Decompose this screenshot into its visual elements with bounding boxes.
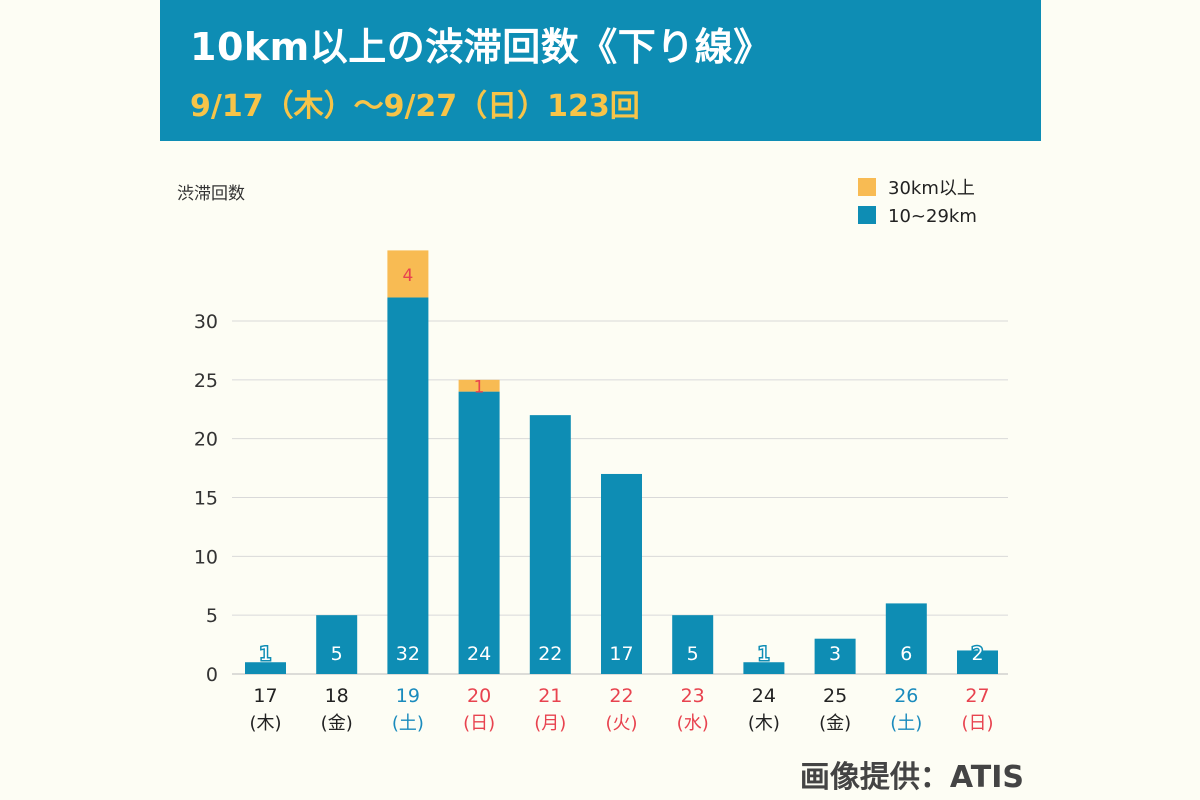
x-tick-label-day: 23 <box>681 685 705 707</box>
bar-value-label-30km-plus: 1 <box>474 378 485 398</box>
bar-value-label: 5 <box>331 643 343 665</box>
bar-10-29km <box>458 391 500 674</box>
x-tick-label-day: 18 <box>325 685 349 707</box>
y-tick-label: 5 <box>206 605 218 627</box>
bar-10-29km <box>885 603 927 674</box>
bar-value-label: 6 <box>900 643 912 665</box>
bar-10-29km <box>529 415 571 674</box>
bar-30km-plus <box>458 379 500 392</box>
x-tick-label-weekday: (金) <box>819 713 851 734</box>
y-tick-label: 25 <box>194 370 218 392</box>
chart-subtitle: 9/17（木）～9/27（日）123回 <box>190 89 640 124</box>
bar-10-29km <box>601 473 642 674</box>
bar-10-29km <box>387 297 429 674</box>
y-tick-label: 15 <box>194 488 218 510</box>
bar-10-29km <box>957 650 998 674</box>
chart-header: 10km以上の渋滞回数《下り線》 9/17（木）～9/27（日）123回 <box>160 0 1041 141</box>
bar-value-label: 17 <box>609 643 633 665</box>
y-axis-label: 渋滞回数 <box>177 184 245 204</box>
x-tick-label-weekday: (日) <box>961 713 993 734</box>
bar-10-29km <box>245 662 286 674</box>
chart-title: 10km以上の渋滞回数《下り線》 <box>190 25 772 69</box>
x-tick-label-day: 27 <box>965 685 989 707</box>
x-tick-label-day: 24 <box>752 685 776 707</box>
y-tick-label: 0 <box>206 664 218 686</box>
x-tick-label-day: 26 <box>894 685 918 707</box>
bar-30km-plus <box>387 250 429 298</box>
image-credit: 画像提供：ATIS <box>799 760 1024 795</box>
bar-10-29km <box>743 662 785 674</box>
legend-swatch <box>858 206 876 224</box>
bar-value-label: 24 <box>467 643 491 665</box>
bar-value-label: 5 <box>687 643 699 665</box>
x-tick-label-weekday: (月) <box>534 713 566 734</box>
x-tick-label-day: 17 <box>253 685 277 707</box>
legend-label: 10~29km <box>888 206 977 227</box>
y-tick-label: 10 <box>194 546 218 568</box>
x-tick-label-weekday: (金) <box>321 713 353 734</box>
y-tick-label: 30 <box>194 311 218 333</box>
bar-10-29km <box>672 615 714 674</box>
bar-value-label: 1 <box>758 643 770 665</box>
x-tick-label-weekday: (火) <box>605 713 637 734</box>
bar-value-label-30km-plus: 4 <box>402 266 413 286</box>
x-tick-label-day: 22 <box>609 685 633 707</box>
bar-value-label: 32 <box>396 643 420 665</box>
bar-10-29km <box>316 615 358 674</box>
bar-value-label: 1 <box>259 643 271 665</box>
x-tick-label-weekday: (日) <box>463 713 495 734</box>
legend-label: 30km以上 <box>888 178 975 199</box>
bar-value-label: 22 <box>538 643 562 665</box>
x-tick-label-weekday: (土) <box>392 713 424 734</box>
x-tick-label-weekday: (土) <box>890 713 922 734</box>
x-tick-label-day: 25 <box>823 685 847 707</box>
x-tick-label-day: 20 <box>467 685 491 707</box>
x-tick-label-weekday: (木) <box>249 713 281 734</box>
y-tick-label: 20 <box>194 429 218 451</box>
x-tick-label-weekday: (木) <box>748 713 780 734</box>
legend-swatch <box>858 178 876 196</box>
x-tick-label-weekday: (水) <box>677 713 709 734</box>
traffic-jam-bar-chart: 渋滞回数05101520253030km以上10~29km117(木)518(金… <box>177 178 1008 734</box>
x-tick-label-day: 19 <box>396 685 420 707</box>
bar-10-29km <box>814 638 856 674</box>
x-tick-label-day: 21 <box>538 685 562 707</box>
bar-value-label: 3 <box>829 643 841 665</box>
bar-value-label: 2 <box>971 643 983 665</box>
